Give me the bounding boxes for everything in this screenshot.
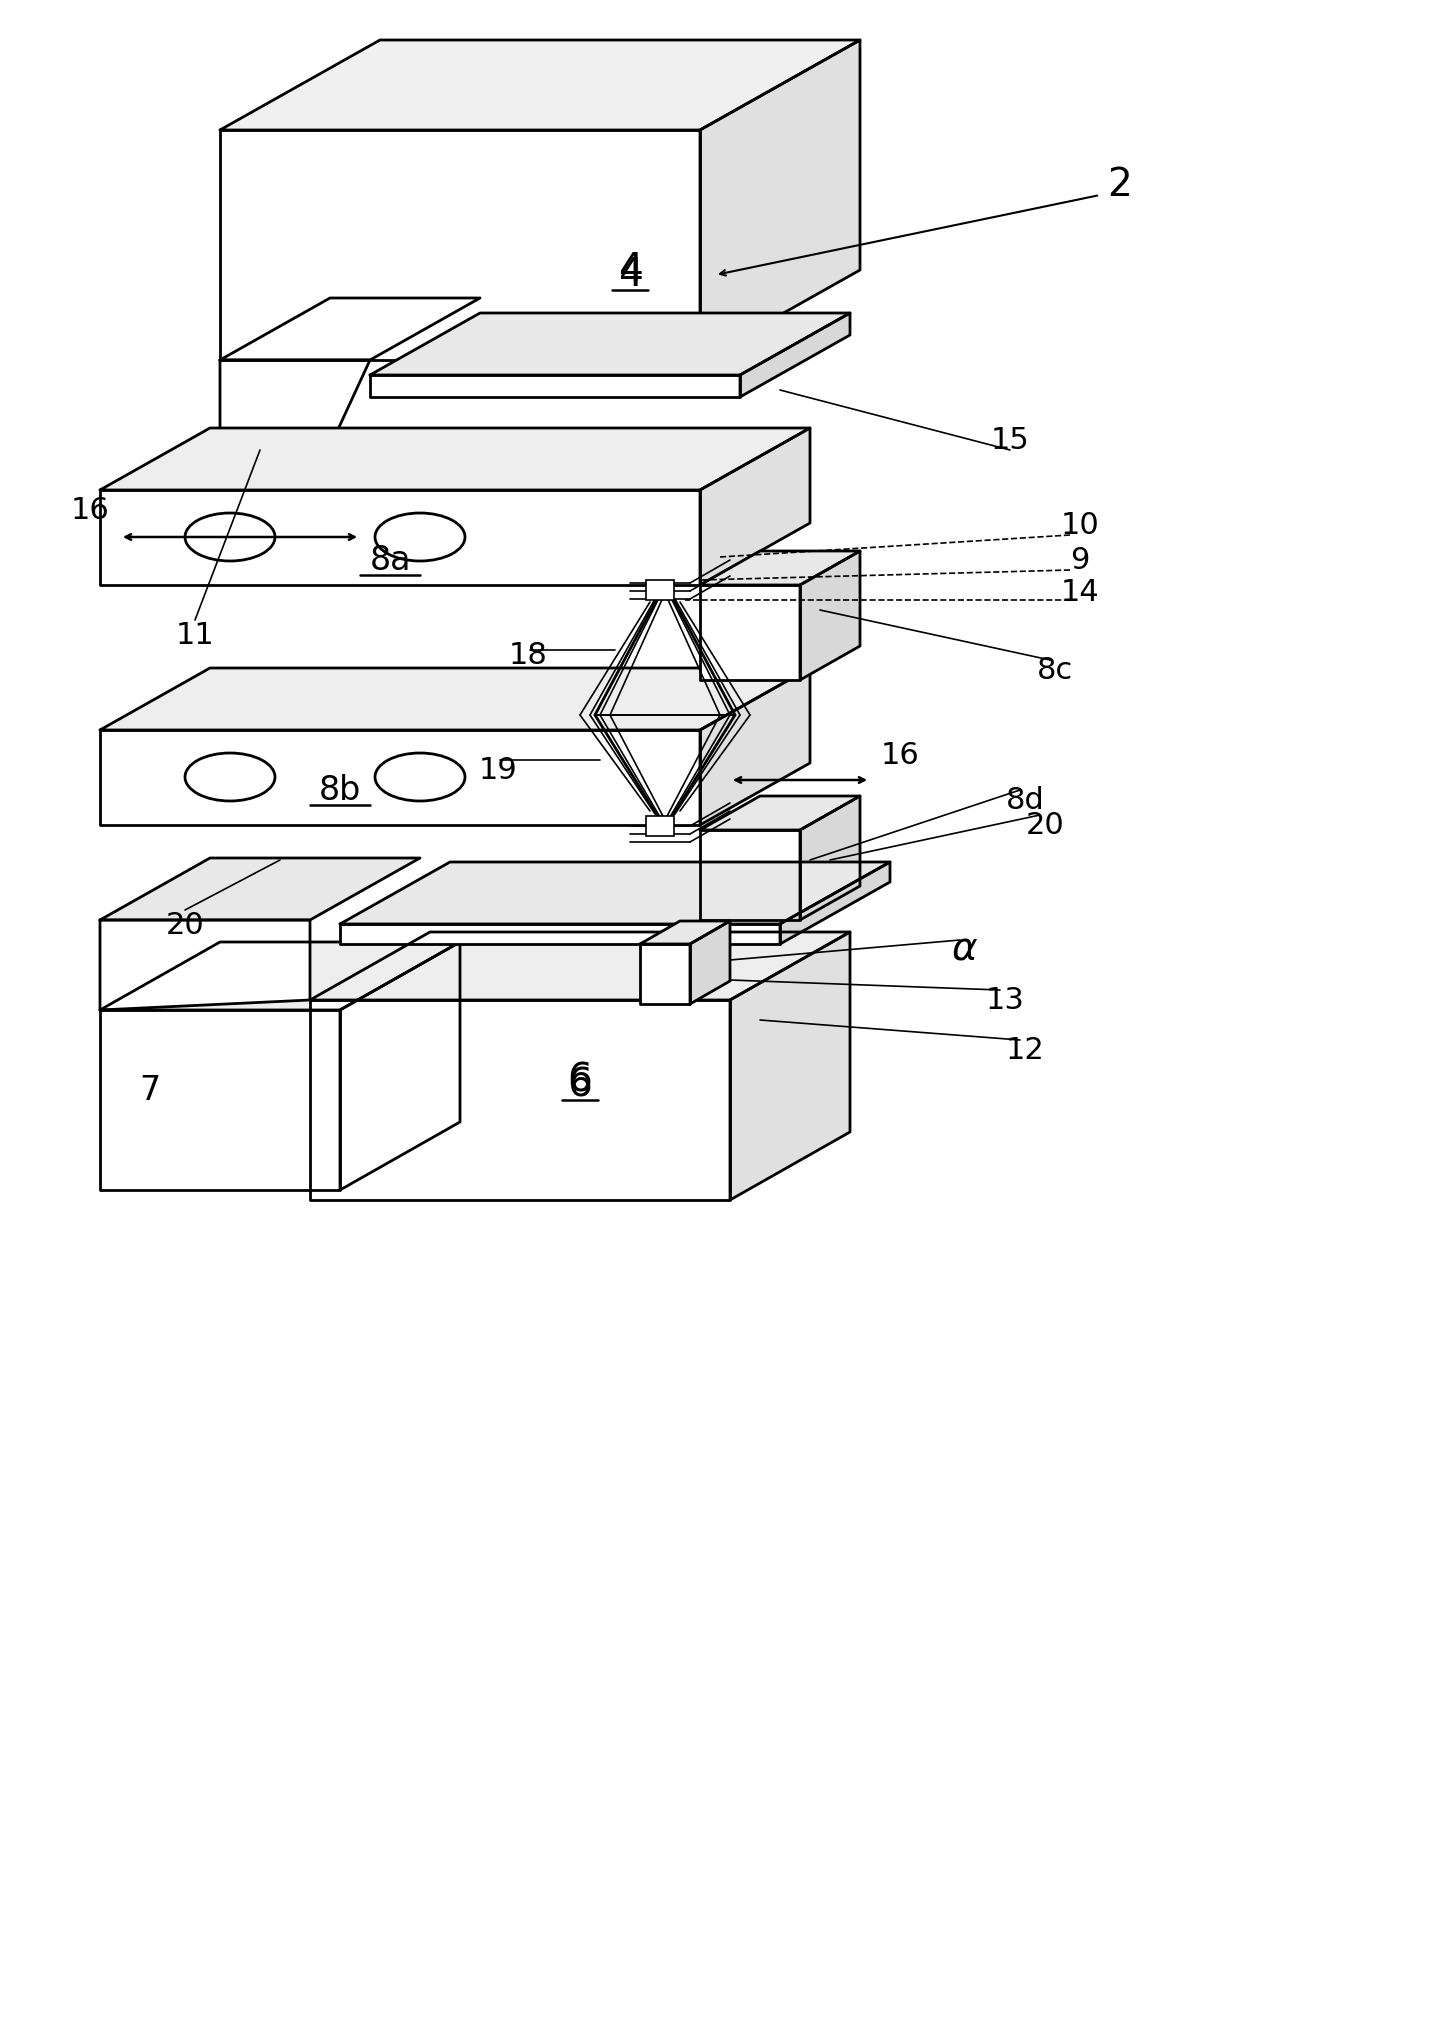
Polygon shape — [370, 375, 741, 397]
Polygon shape — [800, 551, 860, 681]
Text: 8c: 8c — [1037, 656, 1073, 685]
Polygon shape — [640, 922, 730, 944]
Text: 7: 7 — [139, 1074, 161, 1106]
Polygon shape — [700, 669, 810, 825]
Polygon shape — [221, 361, 370, 490]
Polygon shape — [700, 41, 860, 361]
FancyBboxPatch shape — [646, 579, 674, 600]
FancyBboxPatch shape — [646, 816, 674, 837]
Polygon shape — [700, 831, 800, 920]
Polygon shape — [640, 944, 690, 1005]
Polygon shape — [309, 1001, 730, 1199]
Polygon shape — [100, 942, 460, 1011]
Text: 19: 19 — [479, 756, 517, 784]
Polygon shape — [700, 796, 860, 831]
Text: 10: 10 — [1060, 511, 1099, 539]
Text: 6: 6 — [568, 1066, 592, 1104]
Polygon shape — [100, 920, 309, 1011]
Polygon shape — [730, 932, 849, 1199]
Text: $\alpha$: $\alpha$ — [951, 930, 979, 966]
Polygon shape — [700, 551, 860, 586]
Polygon shape — [100, 1011, 340, 1189]
Polygon shape — [100, 857, 420, 920]
Polygon shape — [700, 427, 810, 586]
Text: 12: 12 — [1006, 1035, 1044, 1064]
Polygon shape — [309, 932, 849, 1001]
Polygon shape — [100, 490, 700, 586]
Text: 14: 14 — [1060, 577, 1099, 606]
Polygon shape — [800, 796, 860, 920]
Polygon shape — [700, 586, 800, 681]
Polygon shape — [100, 427, 810, 490]
Text: 2: 2 — [1108, 166, 1133, 205]
Text: 8a: 8a — [369, 543, 411, 577]
Polygon shape — [340, 942, 460, 1189]
Polygon shape — [340, 924, 780, 944]
Text: 4: 4 — [617, 251, 642, 290]
Text: 11: 11 — [176, 620, 215, 650]
Polygon shape — [690, 922, 730, 1005]
Polygon shape — [221, 41, 860, 130]
Polygon shape — [340, 861, 890, 924]
Text: 18: 18 — [508, 640, 547, 669]
Text: 8d: 8d — [1006, 786, 1044, 814]
Text: 20: 20 — [1025, 810, 1064, 839]
Text: 15: 15 — [990, 425, 1029, 454]
Polygon shape — [221, 130, 700, 361]
Text: 6: 6 — [568, 1062, 592, 1098]
Polygon shape — [741, 312, 849, 397]
Text: 16: 16 — [71, 496, 109, 525]
Text: 13: 13 — [986, 985, 1025, 1015]
Polygon shape — [370, 312, 849, 375]
Text: 20: 20 — [166, 910, 205, 940]
Text: 8b: 8b — [319, 774, 362, 806]
Polygon shape — [100, 669, 810, 729]
Polygon shape — [780, 861, 890, 944]
Text: 9: 9 — [1070, 545, 1089, 575]
Polygon shape — [221, 298, 481, 361]
Text: 16: 16 — [880, 739, 919, 770]
Polygon shape — [100, 729, 700, 825]
Text: 4: 4 — [617, 255, 642, 294]
